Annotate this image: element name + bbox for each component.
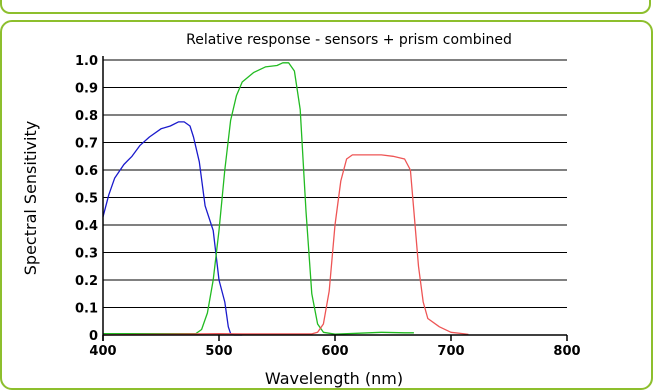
y-tick-label: 0.4 — [75, 219, 98, 234]
y-tick-label: 0.3 — [75, 247, 98, 262]
green-response-line — [103, 62, 414, 335]
y-tick-label: 0.2 — [75, 274, 98, 289]
y-axis-label: Spectral Sensitivity — [21, 121, 40, 275]
y-tick-labels: 0 0.1 0.2 0.3 0.4 0.5 0.6 0.7 0.8 0.9 1.0 — [75, 54, 98, 344]
x-tick-label: 500 — [205, 344, 232, 359]
y-tick-label: 1.0 — [75, 54, 98, 69]
gridlines — [103, 59, 567, 308]
axes-group — [102, 56, 568, 341]
chart-panel — [0, 20, 653, 390]
chart-title: Relative response - sensors + prism comb… — [186, 32, 512, 48]
x-tick-label: 400 — [89, 344, 116, 359]
x-tick-label: 600 — [321, 344, 348, 359]
y-tick-label: 0.8 — [75, 109, 98, 124]
y-tick-label: 0.1 — [75, 302, 98, 317]
red-response-line — [102, 154, 469, 336]
x-tick-labels: 400 500 600 700 800 — [89, 344, 580, 359]
series-group — [102, 62, 469, 336]
x-tick-label: 700 — [437, 344, 464, 359]
top-panel-frame — [0, 0, 651, 14]
y-tick-label: 0.5 — [75, 192, 98, 207]
blue-response-line — [102, 121, 243, 336]
y-tick-label: 0 — [89, 329, 98, 344]
y-tick-label: 0.7 — [75, 137, 98, 152]
x-axis-label: Wavelength (nm) — [265, 369, 403, 388]
y-tick-label: 0.6 — [75, 164, 98, 179]
y-tick-label: 0.9 — [75, 82, 98, 97]
x-tick-label: 800 — [553, 344, 580, 359]
